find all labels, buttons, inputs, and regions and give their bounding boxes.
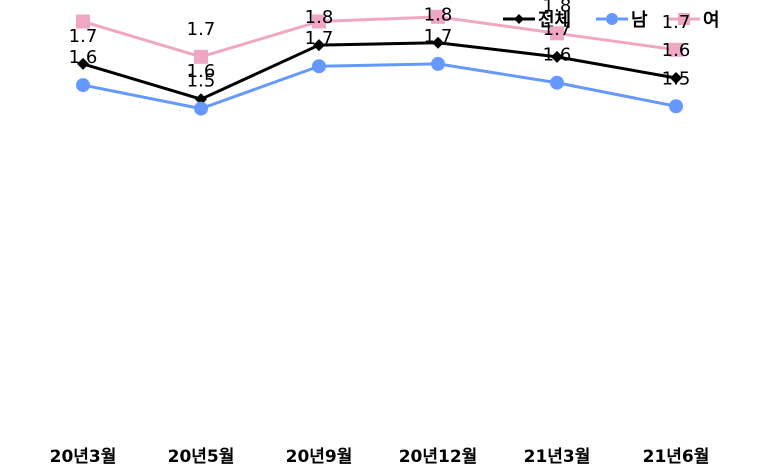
point-1-5 [669, 99, 683, 114]
point-0-3 [432, 36, 444, 49]
point-1-1 [194, 101, 208, 116]
point-0-5 [670, 72, 682, 85]
legend-marker-2 [678, 13, 690, 25]
data-labels: 1.71.61.81.81.71.61.61.51.71.71.61.51.91… [69, 0, 691, 92]
point-2-0 [76, 14, 90, 29]
data-label-1-0: 1.6 [69, 47, 98, 68]
data-label-2-1: 1.7 [187, 19, 216, 40]
x-tick-label-5: 21년6월 [643, 447, 710, 467]
point-0-0 [77, 57, 89, 70]
point-1-0 [76, 78, 90, 93]
data-label-2-0: 1.9 [69, 0, 98, 5]
legend-label-1: 남 [631, 10, 648, 31]
x-tick-labels: 20년3월 20년5월 20년9월 20년12월 21년3월 21년6월 [50, 447, 710, 467]
point-0-4 [551, 50, 563, 63]
data-label-0-5: 1.6 [662, 40, 691, 61]
point-0-1 [195, 93, 207, 106]
point-2-4 [550, 26, 564, 41]
legend-marker-1 [606, 13, 618, 25]
data-label-0-4: 1.7 [543, 19, 572, 40]
legend: 전체 남 여 [503, 10, 720, 31]
point-1-2 [312, 59, 326, 74]
data-label-2-4: 1.8 [543, 0, 572, 16]
point-2-3 [431, 9, 445, 24]
point-2-5 [669, 42, 683, 57]
x-tick-label-4: 21년3월 [524, 447, 591, 467]
x-tick-label-1: 20년5월 [168, 447, 235, 467]
series-markers [76, 9, 683, 116]
data-label-1-2: 1.7 [305, 28, 334, 49]
series-line-2 [82, 15, 677, 59]
data-label-1-3: 1.7 [424, 26, 453, 47]
x-tick-label-2: 20년9월 [286, 447, 353, 467]
legend-label-0: 전체 [538, 10, 571, 31]
data-label-2-2: 1.9 [305, 0, 334, 5]
data-label-1-1: 1.5 [187, 71, 216, 92]
series-line-0 [82, 41, 677, 101]
data-label-0-3: 1.8 [424, 5, 453, 26]
point-1-3 [431, 56, 445, 71]
x-tick-label-0: 20년3월 [50, 447, 117, 467]
data-label-0-2: 1.8 [305, 7, 334, 28]
data-label-1-4: 1.6 [543, 45, 572, 66]
series-line-1 [82, 62, 677, 111]
legend-marker-0 [514, 14, 524, 24]
point-2-1 [194, 49, 208, 64]
data-label-1-5: 1.5 [662, 68, 691, 89]
data-label-0-0: 1.7 [69, 26, 98, 47]
x-tick-label-3: 20년12월 [399, 447, 478, 467]
point-2-2 [312, 14, 326, 29]
data-label-0-1: 1.6 [187, 61, 216, 82]
point-0-2 [313, 39, 325, 52]
legend-label-2: 여 [703, 10, 720, 31]
data-label-2-5: 1.7 [662, 12, 691, 33]
series-lines [82, 15, 677, 111]
point-1-4 [550, 75, 564, 90]
